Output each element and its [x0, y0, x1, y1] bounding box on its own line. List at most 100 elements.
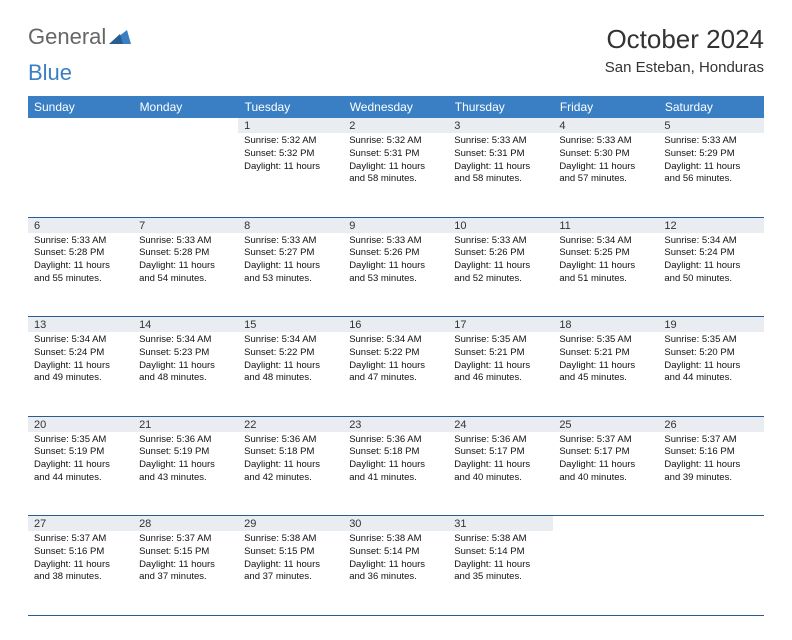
sunrise-line: Sunrise: 5:33 AM — [559, 135, 652, 148]
day-cell: Sunrise: 5:37 AMSunset: 5:15 PMDaylight:… — [133, 531, 238, 615]
sunset-line: Sunset: 5:22 PM — [244, 347, 337, 360]
day-number: 23 — [343, 416, 448, 432]
day-cell: Sunrise: 5:33 AMSunset: 5:26 PMDaylight:… — [343, 233, 448, 317]
day-header: Tuesday — [238, 96, 343, 118]
daylight-line: Daylight: 11 hours — [139, 260, 232, 273]
day-cell: Sunrise: 5:35 AMSunset: 5:21 PMDaylight:… — [448, 332, 553, 416]
daylight-minutes: and 40 minutes. — [454, 472, 547, 485]
day-header-row: SundayMondayTuesdayWednesdayThursdayFrid… — [28, 96, 764, 118]
daylight-minutes: and 58 minutes. — [454, 173, 547, 186]
sunrise-line: Sunrise: 5:37 AM — [34, 533, 127, 546]
sunset-line: Sunset: 5:19 PM — [34, 446, 127, 459]
day-cell-content: Sunrise: 5:36 AMSunset: 5:19 PMDaylight:… — [133, 432, 238, 489]
daylight-line: Daylight: 11 hours — [559, 260, 652, 273]
sunrise-line: Sunrise: 5:37 AM — [139, 533, 232, 546]
day-cell — [28, 133, 133, 217]
day-cell: Sunrise: 5:34 AMSunset: 5:25 PMDaylight:… — [553, 233, 658, 317]
daylight-minutes: and 36 minutes. — [349, 571, 442, 584]
day-cell-content: Sunrise: 5:37 AMSunset: 5:17 PMDaylight:… — [553, 432, 658, 489]
day-cell-content: Sunrise: 5:34 AMSunset: 5:22 PMDaylight:… — [343, 332, 448, 389]
daylight-minutes: and 50 minutes. — [664, 273, 757, 286]
sunrise-line: Sunrise: 5:38 AM — [454, 533, 547, 546]
week-row: Sunrise: 5:33 AMSunset: 5:28 PMDaylight:… — [28, 233, 764, 317]
daylight-line: Daylight: 11 hours — [139, 360, 232, 373]
daylight-line: Daylight: 11 hours — [664, 161, 757, 174]
week-row: Sunrise: 5:32 AMSunset: 5:32 PMDaylight:… — [28, 133, 764, 217]
daylight-line: Daylight: 11 hours — [559, 161, 652, 174]
day-number: 4 — [553, 118, 658, 133]
daylight-minutes: and 39 minutes. — [664, 472, 757, 485]
daylight-line: Daylight: 11 hours — [349, 360, 442, 373]
day-header: Monday — [133, 96, 238, 118]
day-cell-content: Sunrise: 5:35 AMSunset: 5:20 PMDaylight:… — [658, 332, 763, 389]
day-cell: Sunrise: 5:36 AMSunset: 5:19 PMDaylight:… — [133, 432, 238, 516]
sunset-line: Sunset: 5:16 PM — [34, 546, 127, 559]
day-cell — [553, 531, 658, 615]
daylight-line: Daylight: 11 hours — [139, 459, 232, 472]
daylight-line: Daylight: 11 hours — [34, 360, 127, 373]
daylight-line: Daylight: 11 hours — [349, 559, 442, 572]
logo-text-blue: Blue — [28, 60, 72, 85]
sunrise-line: Sunrise: 5:33 AM — [664, 135, 757, 148]
day-cell-content: Sunrise: 5:34 AMSunset: 5:24 PMDaylight:… — [28, 332, 133, 389]
sunset-line: Sunset: 5:24 PM — [664, 247, 757, 260]
sunset-line: Sunset: 5:18 PM — [244, 446, 337, 459]
day-cell-content: Sunrise: 5:33 AMSunset: 5:27 PMDaylight:… — [238, 233, 343, 290]
day-cell: Sunrise: 5:37 AMSunset: 5:16 PMDaylight:… — [658, 432, 763, 516]
day-number: 15 — [238, 317, 343, 333]
day-cell-content: Sunrise: 5:35 AMSunset: 5:19 PMDaylight:… — [28, 432, 133, 489]
day-number: 27 — [28, 516, 133, 532]
day-cell: Sunrise: 5:33 AMSunset: 5:28 PMDaylight:… — [133, 233, 238, 317]
day-number: 30 — [343, 516, 448, 532]
sunrise-line: Sunrise: 5:33 AM — [34, 235, 127, 248]
day-header: Thursday — [448, 96, 553, 118]
sunrise-line: Sunrise: 5:36 AM — [349, 434, 442, 447]
day-number: 3 — [448, 118, 553, 133]
day-cell: Sunrise: 5:35 AMSunset: 5:21 PMDaylight:… — [553, 332, 658, 416]
sunrise-line: Sunrise: 5:33 AM — [349, 235, 442, 248]
daylight-minutes: and 56 minutes. — [664, 173, 757, 186]
day-number: 20 — [28, 416, 133, 432]
sunset-line: Sunset: 5:18 PM — [349, 446, 442, 459]
day-cell — [133, 133, 238, 217]
daylight-line: Daylight: 11 hours — [244, 161, 337, 174]
sunrise-line: Sunrise: 5:36 AM — [244, 434, 337, 447]
day-number: 8 — [238, 217, 343, 233]
day-cell: Sunrise: 5:33 AMSunset: 5:28 PMDaylight:… — [28, 233, 133, 317]
day-cell-content: Sunrise: 5:38 AMSunset: 5:14 PMDaylight:… — [343, 531, 448, 588]
day-cell: Sunrise: 5:34 AMSunset: 5:24 PMDaylight:… — [658, 233, 763, 317]
sunrise-line: Sunrise: 5:35 AM — [454, 334, 547, 347]
daylight-line: Daylight: 11 hours — [664, 260, 757, 273]
sunset-line: Sunset: 5:20 PM — [664, 347, 757, 360]
sunrise-line: Sunrise: 5:38 AM — [244, 533, 337, 546]
daynum-row: 13141516171819 — [28, 317, 764, 333]
day-number: 31 — [448, 516, 553, 532]
day-cell: Sunrise: 5:38 AMSunset: 5:14 PMDaylight:… — [343, 531, 448, 615]
sunrise-line: Sunrise: 5:34 AM — [244, 334, 337, 347]
day-cell-content: Sunrise: 5:38 AMSunset: 5:15 PMDaylight:… — [238, 531, 343, 588]
day-number: 5 — [658, 118, 763, 133]
day-cell-content: Sunrise: 5:32 AMSunset: 5:32 PMDaylight:… — [238, 133, 343, 177]
day-number — [658, 516, 763, 532]
daylight-minutes: and 54 minutes. — [139, 273, 232, 286]
day-cell: Sunrise: 5:32 AMSunset: 5:31 PMDaylight:… — [343, 133, 448, 217]
daylight-minutes: and 44 minutes. — [664, 372, 757, 385]
sunrise-line: Sunrise: 5:36 AM — [454, 434, 547, 447]
logo: General — [28, 24, 132, 50]
day-cell: Sunrise: 5:34 AMSunset: 5:23 PMDaylight:… — [133, 332, 238, 416]
day-cell: Sunrise: 5:33 AMSunset: 5:26 PMDaylight:… — [448, 233, 553, 317]
day-cell: Sunrise: 5:33 AMSunset: 5:31 PMDaylight:… — [448, 133, 553, 217]
day-cell: Sunrise: 5:34 AMSunset: 5:24 PMDaylight:… — [28, 332, 133, 416]
daylight-line: Daylight: 11 hours — [244, 459, 337, 472]
day-number: 21 — [133, 416, 238, 432]
sunrise-line: Sunrise: 5:36 AM — [139, 434, 232, 447]
sunrise-line: Sunrise: 5:33 AM — [454, 235, 547, 248]
day-cell: Sunrise: 5:34 AMSunset: 5:22 PMDaylight:… — [343, 332, 448, 416]
sunrise-line: Sunrise: 5:32 AM — [244, 135, 337, 148]
daylight-line: Daylight: 11 hours — [244, 559, 337, 572]
sunset-line: Sunset: 5:14 PM — [349, 546, 442, 559]
daylight-line: Daylight: 11 hours — [34, 260, 127, 273]
week-row: Sunrise: 5:37 AMSunset: 5:16 PMDaylight:… — [28, 531, 764, 615]
triangle-icon — [109, 24, 131, 50]
month-title: October 2024 — [605, 24, 764, 55]
